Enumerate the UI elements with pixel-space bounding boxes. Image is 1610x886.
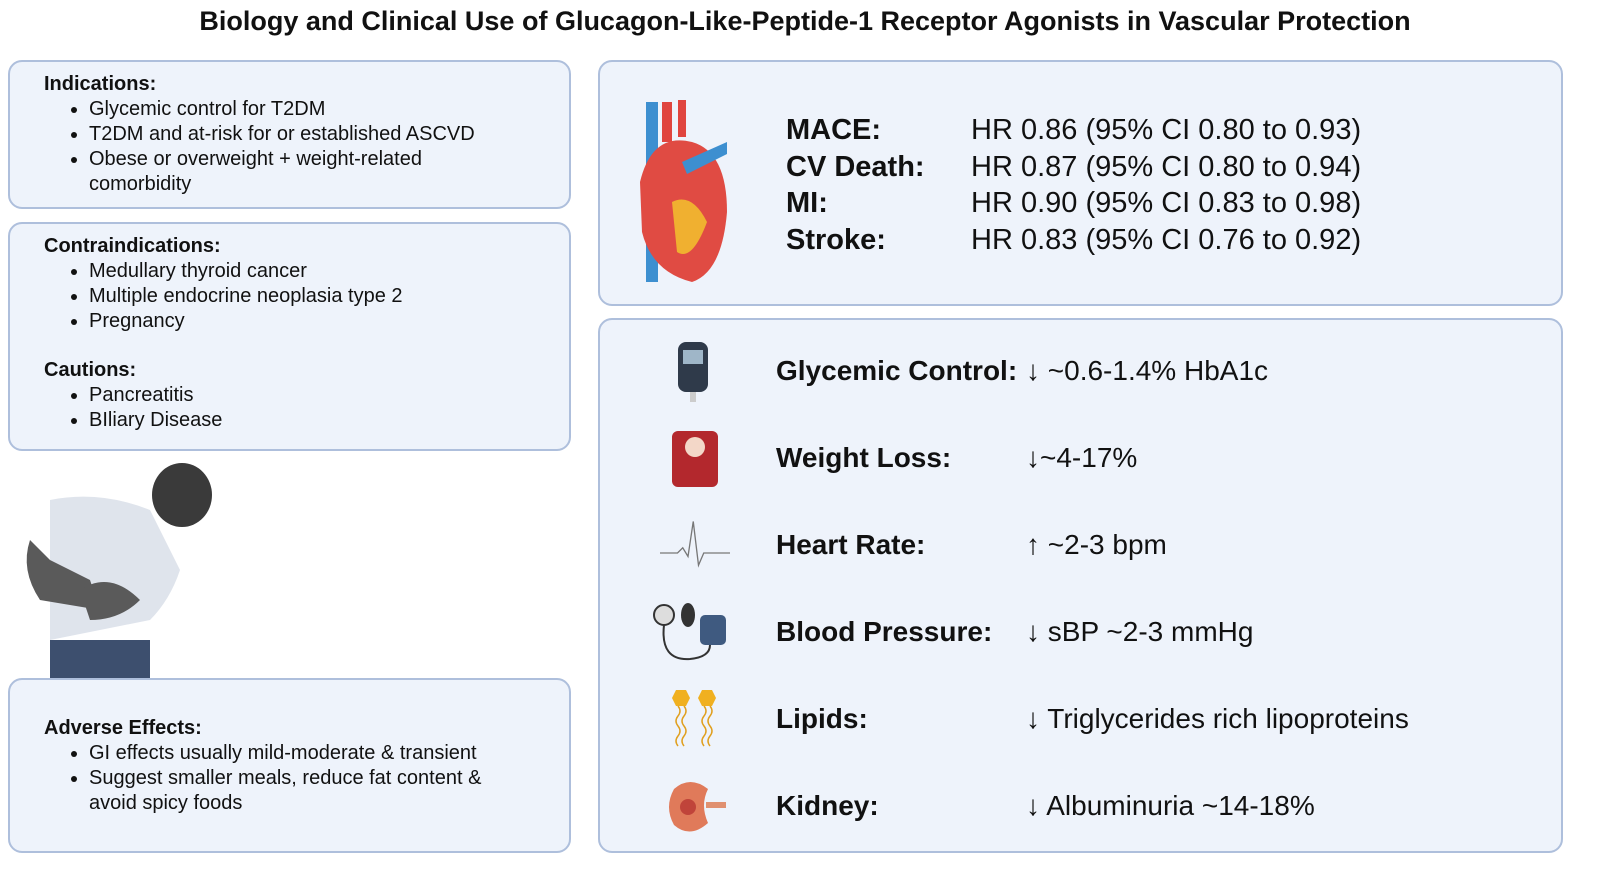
contraindications-heading: Contraindications: — [44, 235, 221, 257]
list-item: Multiple endocrine neoplasia type 2 — [89, 284, 569, 309]
heart-icon — [640, 100, 727, 282]
list-item: BIliary Disease — [89, 408, 569, 433]
outcomes-box: MACE: HR 0.86 (95% CI 0.80 to 0.93) CV De… — [598, 60, 1563, 306]
outcome-value: HR 0.87 (95% CI 0.80 to 0.94) — [971, 150, 1362, 183]
outcome-label: MI: — [786, 187, 828, 219]
outcome-row-mi: MI: HR 0.90 (95% CI 0.83 to 0.98) — [786, 185, 1361, 222]
lipid-icon — [672, 690, 716, 747]
effect-value: ↓ Triglycerides rich lipoproteins — [1026, 703, 1409, 734]
effect-row-lipids: Lipids: ↓ Triglycerides rich lipoproteins — [600, 688, 1560, 748]
outcome-value: HR 0.90 (95% CI 0.83 to 0.98) — [971, 187, 1362, 219]
effect-row-weight: Weight Loss: ↓~4-17% — [600, 427, 1560, 487]
contraindications-box: Contraindications: Medullary thyroid can… — [8, 222, 571, 451]
effect-value: ↓ ~0.6-1.4% HbA1c — [1026, 355, 1269, 386]
effect-value: ↓ Albuminuria ~14-18% — [1026, 790, 1315, 821]
effect-label: Glycemic Control: — [776, 355, 1018, 386]
effect-label: Lipids: — [776, 703, 868, 734]
list-item: Obese or overweight + weight-related com… — [89, 147, 489, 197]
outcome-value: HR 0.86 (95% CI 0.80 to 0.93) — [971, 114, 1362, 146]
effect-row-glycemic: Glycemic Control: ↓ ~0.6-1.4% HbA1c — [600, 340, 1560, 402]
kidney-icon — [669, 782, 726, 832]
indications-heading: Indications: — [44, 73, 157, 95]
glucometer-icon — [678, 342, 708, 402]
effect-value: ↑ ~2-3 bpm — [1026, 529, 1167, 560]
outcome-row-cv-death: CV Death: HR 0.87 (95% CI 0.80 to 0.94) — [786, 149, 1361, 186]
outcome-row-stroke: Stroke: HR 0.83 (95% CI 0.76 to 0.92) — [786, 222, 1361, 259]
outcome-label: CV Death: — [786, 150, 925, 183]
list-item: Pregnancy — [89, 309, 569, 334]
person-abdominal-pain-illustration — [26, 463, 212, 680]
outcome-label: MACE: — [786, 114, 882, 146]
indications-box: Indications: Glycemic control for T2DMT2… — [8, 60, 571, 209]
list-item: T2DM and at-risk for or established ASCV… — [89, 122, 569, 147]
adverse-effects-heading: Adverse Effects: — [44, 717, 202, 739]
scale-icon — [672, 431, 718, 487]
effect-row-blood-pressure: Blood Pressure: ↓ sBP ~2-3 mmHg — [600, 601, 1560, 661]
effect-label: Weight Loss: — [776, 442, 952, 473]
effect-value: ↓ sBP ~2-3 mmHg — [1026, 616, 1254, 647]
effect-label: Kidney: — [776, 790, 879, 821]
sphygmomanometer-icon — [653, 603, 726, 661]
effect-value: ↓~4-17% — [1026, 442, 1138, 473]
list-item: Suggest smaller meals, reduce fat conten… — [89, 766, 529, 816]
list-item: Medullary thyroid cancer — [89, 259, 569, 284]
outcome-label: Stroke: — [786, 223, 886, 256]
diagram-title: Biology and Clinical Use of Glucagon-Lik… — [199, 6, 1411, 36]
list-item: Pancreatitis — [89, 383, 569, 408]
effects-box: Glycemic Control: ↓ ~0.6-1.4% HbA1c Weigh… — [598, 318, 1563, 853]
list-item: GI effects usually mild-moderate & trans… — [89, 741, 569, 766]
ecg-icon — [660, 521, 730, 568]
effect-row-heart-rate: Heart Rate: ↑ ~2-3 bpm — [600, 514, 1560, 574]
outcome-row-mace: MACE: HR 0.86 (95% CI 0.80 to 0.93) — [786, 112, 1361, 149]
adverse-effects-box: Adverse Effects: GI effects usually mild… — [8, 678, 571, 853]
effect-row-kidney: Kidney: ↓ Albuminuria ~14-18% — [600, 775, 1560, 835]
cautions-heading: Cautions: — [44, 359, 137, 381]
effect-label: Heart Rate: — [776, 529, 926, 560]
list-item: Glycemic control for T2DM — [89, 97, 569, 122]
effect-label: Blood Pressure: — [776, 616, 993, 647]
outcome-value: HR 0.83 (95% CI 0.76 to 0.92) — [971, 223, 1362, 256]
